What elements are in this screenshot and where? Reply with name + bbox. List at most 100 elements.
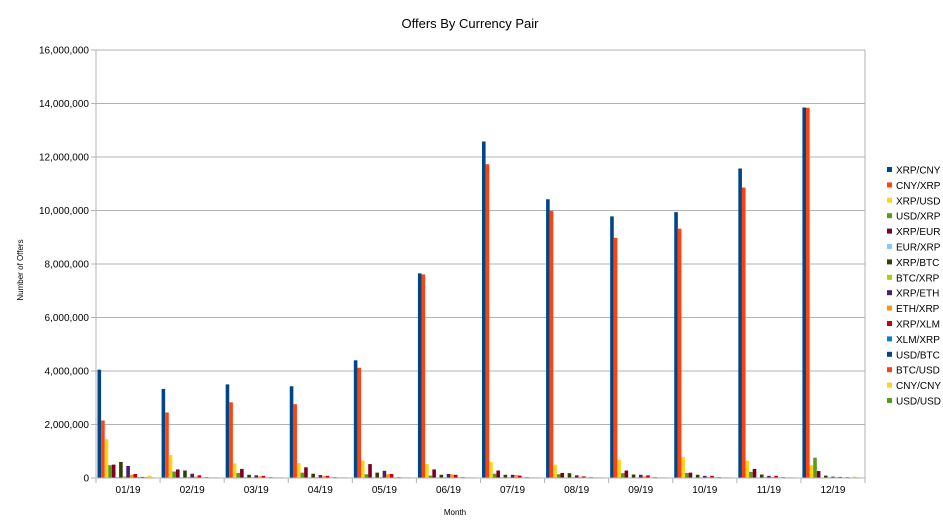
bar	[482, 141, 486, 479]
x-tick-label: 03/19	[244, 485, 269, 496]
bar	[706, 476, 711, 478]
x-axis-label: Month	[444, 508, 466, 517]
bar	[232, 463, 237, 478]
legend-swatch	[887, 305, 892, 311]
bar	[190, 473, 194, 478]
bar	[296, 463, 301, 478]
x-tick-label: 01/19	[116, 485, 141, 496]
bar	[425, 464, 429, 478]
legend-label: USD/USD	[896, 397, 941, 408]
y-axis-ticks: 0 2,000,000 4,000,000 6,000,000 8,000,000 10,…	[39, 46, 96, 485]
bar	[147, 475, 152, 478]
bar	[389, 473, 394, 478]
bar	[111, 464, 116, 479]
bar	[375, 472, 380, 478]
bar	[119, 461, 123, 478]
legend-label: XRP/EUR	[896, 227, 940, 238]
bar	[129, 474, 134, 478]
legend-label: XLM/XRP	[896, 335, 940, 346]
y-axis-label: Number of Offers	[16, 239, 25, 300]
x-tick-label: 12/19	[820, 485, 845, 496]
y-tick-label: 2,000,000	[45, 420, 90, 431]
legend-swatch	[887, 398, 892, 403]
legend-swatch	[887, 367, 892, 373]
bar	[104, 439, 109, 478]
bar	[165, 412, 169, 478]
bar	[610, 216, 614, 478]
bar	[838, 476, 843, 478]
bar	[485, 164, 490, 478]
bar	[240, 468, 244, 478]
y-tick-label: 14,000,000	[39, 99, 89, 110]
legend-label: EUR/XRP	[896, 243, 941, 254]
bar	[417, 273, 422, 478]
bar	[806, 107, 810, 478]
bar	[126, 465, 130, 478]
bar	[386, 474, 390, 478]
bar	[325, 475, 330, 478]
bar	[741, 187, 746, 478]
bar	[353, 360, 358, 478]
legend: XRP/CNY CNY/XRP XRP/USD USD/XRP XRP/EUR EUR/X…	[887, 166, 941, 408]
bar	[311, 473, 315, 478]
gridlines	[96, 49, 865, 479]
bar	[770, 476, 775, 478]
bar	[546, 199, 550, 478]
bars	[97, 107, 861, 479]
bar	[831, 476, 835, 478]
legend-label: XRP/CNY	[896, 166, 941, 177]
bar	[549, 210, 554, 478]
bar	[695, 474, 700, 478]
bar	[518, 475, 522, 478]
bar	[745, 460, 750, 478]
bar	[688, 472, 693, 478]
legend-swatch	[887, 336, 892, 342]
bar	[428, 475, 433, 478]
bar	[161, 388, 166, 478]
legend-label: XRP/BTC	[896, 258, 939, 269]
bar	[496, 470, 500, 478]
bar	[175, 469, 180, 478]
y-tick-label: 0	[83, 474, 89, 485]
bar	[101, 420, 105, 478]
bar	[567, 473, 572, 478]
bar	[774, 475, 778, 478]
bar	[258, 476, 262, 478]
bar	[229, 402, 233, 478]
bar	[97, 369, 102, 478]
bar	[677, 228, 682, 478]
legend-swatch	[887, 290, 892, 296]
bar	[674, 212, 678, 479]
bar	[453, 474, 458, 478]
y-tick-label: 16,000,000	[39, 46, 89, 57]
bar	[254, 475, 259, 478]
bar	[450, 474, 454, 478]
bar	[357, 367, 362, 478]
bar	[617, 459, 621, 478]
bar	[172, 471, 176, 478]
bar	[322, 476, 326, 478]
bar	[749, 471, 753, 478]
bar	[489, 461, 493, 478]
bar	[300, 472, 305, 478]
bar	[824, 475, 828, 478]
bar	[556, 474, 561, 478]
bar	[578, 476, 583, 478]
legend-swatch	[887, 274, 892, 280]
y-tick-label: 6,000,000	[45, 313, 90, 324]
legend-swatch	[887, 213, 892, 219]
bar	[421, 274, 426, 478]
y-tick-label: 12,000,000	[39, 153, 89, 164]
legend-swatch	[887, 228, 892, 234]
legend-swatch	[887, 321, 892, 326]
x-axis-ticks: 01/19 02/19 03/19 04/19 05/19 06/19 07/19 08/19…	[95, 478, 866, 496]
bar	[514, 475, 518, 478]
bar	[168, 455, 173, 478]
bar	[638, 474, 643, 478]
y-tick-label: 8,000,000	[45, 260, 90, 271]
x-tick-label: 02/19	[180, 485, 205, 496]
bar	[582, 476, 586, 478]
bar	[432, 469, 436, 478]
bar	[293, 404, 297, 478]
bar	[225, 384, 230, 479]
